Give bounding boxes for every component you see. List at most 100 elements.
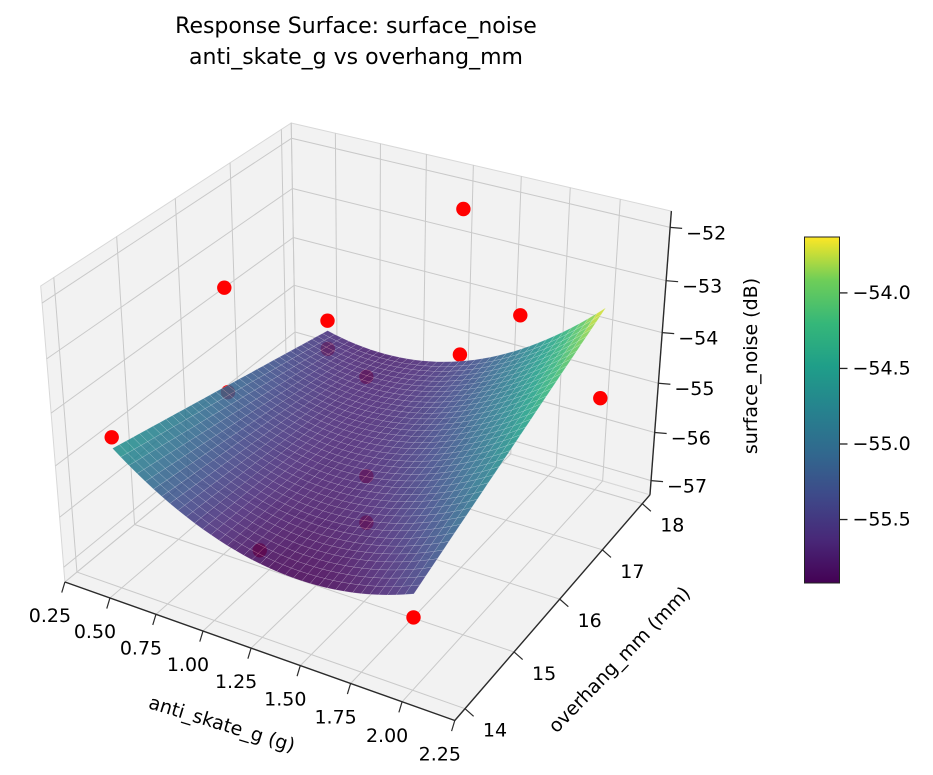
grid-line-z-backwall [292, 188, 667, 282]
surface-quad [577, 329, 592, 342]
data-point [104, 430, 119, 445]
plot-title-line1: Response Surface: surface_noise [175, 14, 537, 39]
colorbar-tick-label: −55.0 [853, 433, 911, 455]
colorbar-tick-label: −54.0 [853, 282, 911, 304]
y-axis-tick [641, 503, 652, 512]
x-tick-label: 1.25 [215, 671, 257, 693]
x-axis-tick [106, 597, 111, 609]
grid-line-z-leftwall [46, 188, 293, 360]
x-axis-tick [61, 581, 66, 593]
y-axis-line [454, 494, 651, 721]
z-axis-tick [662, 332, 675, 335]
grid-line-z-leftwall [55, 284, 295, 467]
surface-quad [410, 575, 426, 587]
surface-quad [587, 314, 602, 328]
data-point [513, 308, 528, 323]
x-axis-tick [199, 630, 204, 642]
y-axis-tick [464, 708, 475, 717]
surface-quad [562, 350, 577, 364]
surface-mesh [112, 307, 607, 596]
surface-quad [537, 388, 552, 401]
x-axis-tick [346, 683, 352, 695]
surface-quad [547, 373, 563, 386]
surface-quad [527, 403, 542, 416]
grid-line-z-backwall [294, 284, 659, 384]
plot-title: Response Surface: surface_noise anti_ska… [0, 11, 712, 73]
z-tick-label: −53 [682, 276, 722, 298]
x-axis-line [64, 581, 456, 722]
grid-line-x-wall [290, 122, 297, 392]
z-axis-label: surface_noise (dB) [740, 278, 762, 454]
data-point [320, 313, 335, 328]
z-axis-tick [666, 280, 679, 283]
y-axis-tick [601, 549, 612, 558]
y-tick-label: 14 [483, 720, 507, 742]
z-axis-tick [654, 431, 667, 435]
y-tick-label: 16 [578, 610, 602, 632]
z-axis-line [649, 211, 673, 495]
grid-line-y-wall [53, 277, 78, 573]
surface-quad [451, 515, 467, 527]
x-axis-tick [247, 647, 252, 659]
surface-quad [434, 541, 450, 552]
colorbar [804, 236, 840, 584]
surface-quad [404, 584, 421, 595]
data-point [452, 347, 468, 362]
surface-quad [592, 307, 607, 321]
grid-line-z-leftwall [41, 137, 292, 304]
data-point [456, 201, 471, 217]
grid-line-y-floor [134, 524, 515, 653]
plot-title-line2: anti_skate_g vs overhang_mm [189, 45, 523, 70]
z-tick-label: −52 [686, 222, 726, 244]
grid-line-z-backwall [293, 237, 663, 334]
z-axis-tick [650, 480, 664, 483]
y-tick-label: 18 [660, 515, 684, 537]
x-tick-label: 0.25 [29, 605, 71, 627]
surface-quad [416, 567, 432, 578]
z-tick-label: −56 [671, 428, 711, 450]
x-axis-tick [398, 701, 403, 713]
surface-quad [522, 411, 537, 423]
x-axis-tick [451, 720, 456, 732]
x-tick-label: 2.25 [419, 744, 461, 766]
grid-line-x-wall [555, 187, 571, 468]
colorbar-tick-label: −55.5 [853, 509, 911, 531]
surface-quad [532, 395, 547, 408]
surface-quad [445, 524, 461, 535]
z-axis-tick [670, 226, 683, 229]
data-point [406, 610, 421, 625]
surface-quad [582, 321, 597, 335]
x-tick-label: 2.00 [366, 725, 408, 747]
x-tick-label: 1.00 [167, 654, 209, 676]
surface-quad [422, 558, 438, 569]
y-tick-label: 17 [620, 561, 644, 583]
x-tick-label: 1.75 [314, 707, 356, 729]
surface-quad [567, 343, 582, 357]
x-axis-tick [296, 665, 301, 677]
y-tick-label: 15 [532, 663, 556, 685]
z-axis-tick [658, 382, 671, 385]
x-axis-tick [152, 614, 157, 626]
grid-line-y-floor [76, 571, 466, 710]
y-axis-tick [559, 598, 569, 608]
grid-line-x-floor [350, 466, 557, 684]
surface-quad [557, 358, 573, 371]
data-point [217, 280, 232, 295]
x-tick-label: 0.75 [120, 637, 162, 659]
grid-line-z-backwall [291, 137, 671, 228]
data-point [593, 391, 608, 406]
surface-quad [516, 418, 532, 431]
grid-line-x-wall [602, 199, 621, 481]
x-tick-label: 0.50 [74, 621, 116, 643]
grid-line-x-floor [401, 480, 604, 703]
colorbar-tick-label: −54.5 [853, 357, 911, 379]
y-axis-tick [513, 651, 524, 661]
x-tick-label: 1.50 [264, 689, 306, 711]
surface-quad [511, 426, 527, 439]
grid-line-z-leftwall [50, 237, 294, 414]
grid-line-y-wall [116, 236, 136, 525]
z-tick-label: −57 [667, 476, 707, 498]
z-tick-label: −55 [674, 378, 714, 400]
